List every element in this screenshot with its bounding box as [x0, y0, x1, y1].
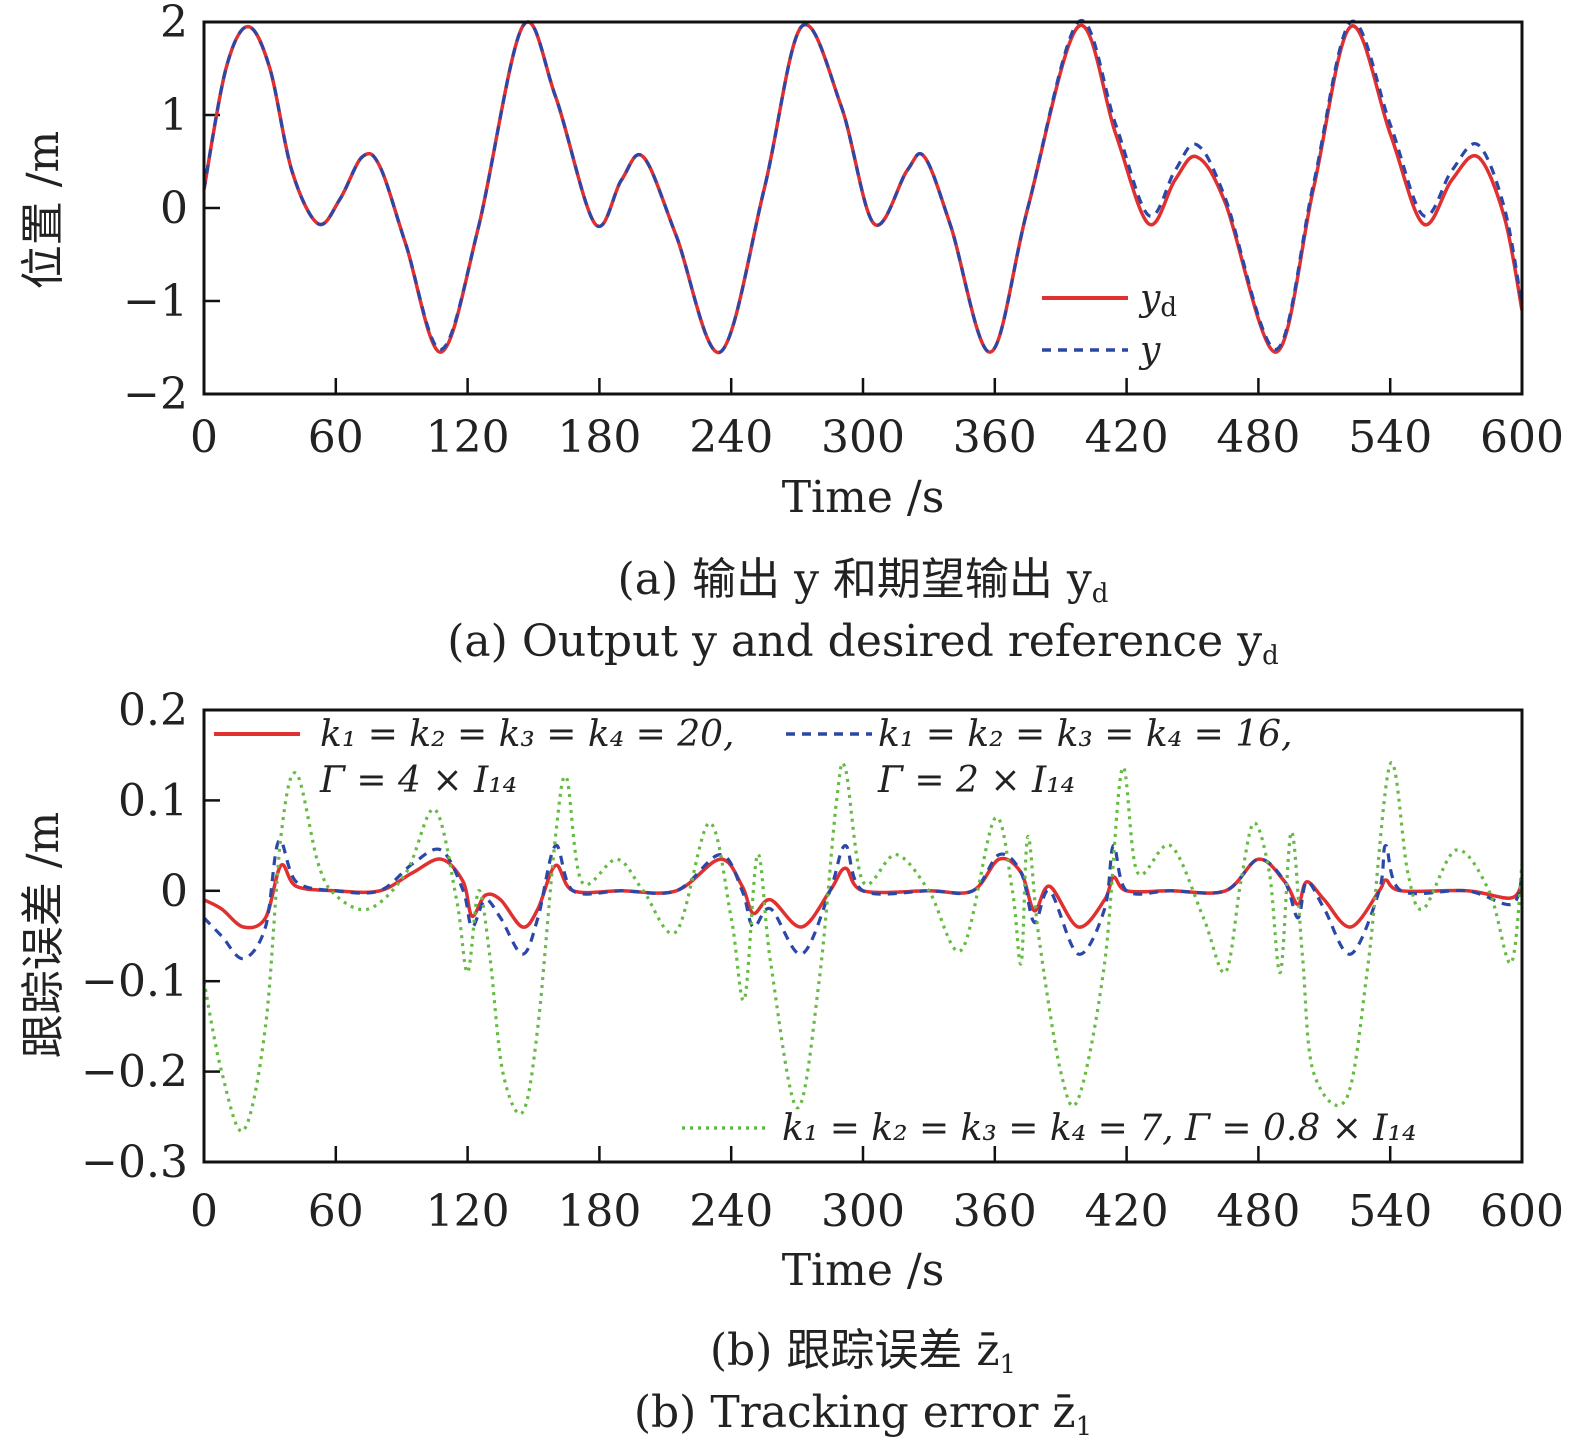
panel-a-x-tick-label: 540: [1348, 412, 1432, 463]
panel-b-x-tick-label: 360: [953, 1186, 1037, 1237]
panel-b-caption-en: (b) Tracking error z̄1: [634, 1387, 1092, 1442]
panel-b-x-tick-labels: 0 60 120 180 240 300 360 420 480 540 600: [190, 1186, 1564, 1237]
panel-b-x-tick-label: 60: [308, 1186, 364, 1237]
panel-b-x-tick-label: 420: [1085, 1186, 1169, 1237]
panel-b-y-tick-label: 0.2: [118, 685, 188, 736]
panel-b-x-tick-label: 600: [1480, 1186, 1564, 1237]
panel-b-y-tick-label: −0.1: [81, 956, 188, 1007]
panel-a-chart: 0 60 120 180 240 300 360 420 480 540 600 2 1 0 −1 −2 T…: [18, 0, 1564, 671]
panel-a-plot-frame: [202, 20, 1524, 396]
panel-a-y-tick-label: 0: [160, 183, 188, 234]
panel-a-legend: yd y: [1042, 278, 1177, 371]
legend-label-k16-line1: k₁ = k₂ = k₃ = k₄ = 16,: [878, 714, 1292, 755]
panel-b-caption-cn: (b) 跟踪误差 z̄1: [710, 1325, 1016, 1380]
panel-a-y-tick-label: 2: [160, 0, 188, 48]
panel-a-x-tick-label: 180: [557, 412, 641, 463]
panel-a-y-tick-label: −2: [123, 369, 188, 420]
panel-a-caption-cn: (a) 输出 y 和期望输出 yd: [618, 554, 1109, 609]
legend-label-k20-line1: k₁ = k₂ = k₃ = k₄ = 20,: [320, 714, 734, 755]
legend-label-k7: k₁ = k₂ = k₃ = k₄ = 7, Γ = 0.8 × I₁₄: [782, 1108, 1416, 1149]
panel-a-y-tick-label: −1: [123, 276, 188, 327]
panel-b-legend: k₁ = k₂ = k₃ = k₄ = 20, Γ = 4 × I₁₄ k₁ =…: [214, 714, 1416, 1149]
panel-b-series-line-dotted: [202, 761, 1524, 1133]
panel-a-series-line-dashed: [202, 18, 1524, 354]
panel-b-x-tick-label: 300: [821, 1186, 905, 1237]
panel-a-x-tick-label: 420: [1085, 412, 1169, 463]
legend-label-k20-line2: Γ = 4 × I₁₄: [319, 760, 517, 801]
panel-a-x-tick-labels: 0 60 120 180 240 300 360 420 480 540 600: [190, 412, 1564, 463]
panel-b-x-tick-label: 240: [689, 1186, 773, 1237]
panel-b-x-axis-label: Time /s: [782, 1245, 945, 1296]
legend-label-yd: yd: [1138, 278, 1177, 323]
legend-label-k16-line2: Γ = 2 × I₁₄: [877, 760, 1075, 801]
panel-a-x-tick-label: 120: [426, 412, 510, 463]
panel-b-x-tick-label: 540: [1348, 1186, 1432, 1237]
panel-b-x-tick-label: 0: [190, 1186, 218, 1237]
panel-a-y-tick-label: 1: [160, 90, 188, 141]
panel-b-series-line-dashed: [202, 838, 1524, 961]
panel-b-x-tick-label: 180: [557, 1186, 641, 1237]
panel-a-x-tick-label: 360: [953, 412, 1037, 463]
panel-b-series: [202, 761, 1524, 1133]
panel-b-y-tick-label: 0: [160, 866, 188, 917]
panel-a-x-tick-label: 60: [308, 412, 364, 463]
panel-a-x-tick-label: 0: [190, 412, 218, 463]
panel-a-caption-en: (a) Output y and desired reference yd: [447, 616, 1278, 671]
panel-b-x-tick-label: 480: [1216, 1186, 1300, 1237]
panel-b-y-axis-label: 跟踪误差 /m: [18, 812, 69, 1059]
panel-a-series: [202, 18, 1524, 354]
panel-a-x-tick-label: 480: [1216, 412, 1300, 463]
panel-a-x-axis-label: Time /s: [782, 472, 945, 523]
panel-b-chart: 0 60 120 180 240 300 360 420 480 540 600 0.20.10−0…: [18, 685, 1564, 1442]
panel-a-x-tick-label: 600: [1480, 412, 1564, 463]
panel-b-y-tick-labels: 0.2 0.1 0 −0.1 −0.2 −0.3: [81, 685, 188, 1188]
panel-a-y-axis-label: 位置 /m: [18, 131, 69, 290]
panel-a-y-tick-labels: 2 1 0 −1 −2: [123, 0, 188, 420]
panel-a-x-tick-label: 240: [689, 412, 773, 463]
legend-label-y: y: [1138, 330, 1161, 371]
panel-a-x-tick-label: 300: [821, 412, 905, 463]
panel-b-y-tick-label: −0.2: [81, 1047, 188, 1098]
panel-b-y-tick-label: −0.3: [81, 1137, 188, 1188]
panel-b-y-tick-label: 0.1: [118, 775, 188, 826]
panel-a-series-line-solid: [202, 20, 1524, 354]
panel-a-ticks: [202, 20, 1524, 396]
panel-b-x-tick-label: 120: [426, 1186, 510, 1237]
panel-b-series-line-solid: [203, 856, 1524, 930]
panel-b-plot-frame: [202, 708, 1524, 1164]
